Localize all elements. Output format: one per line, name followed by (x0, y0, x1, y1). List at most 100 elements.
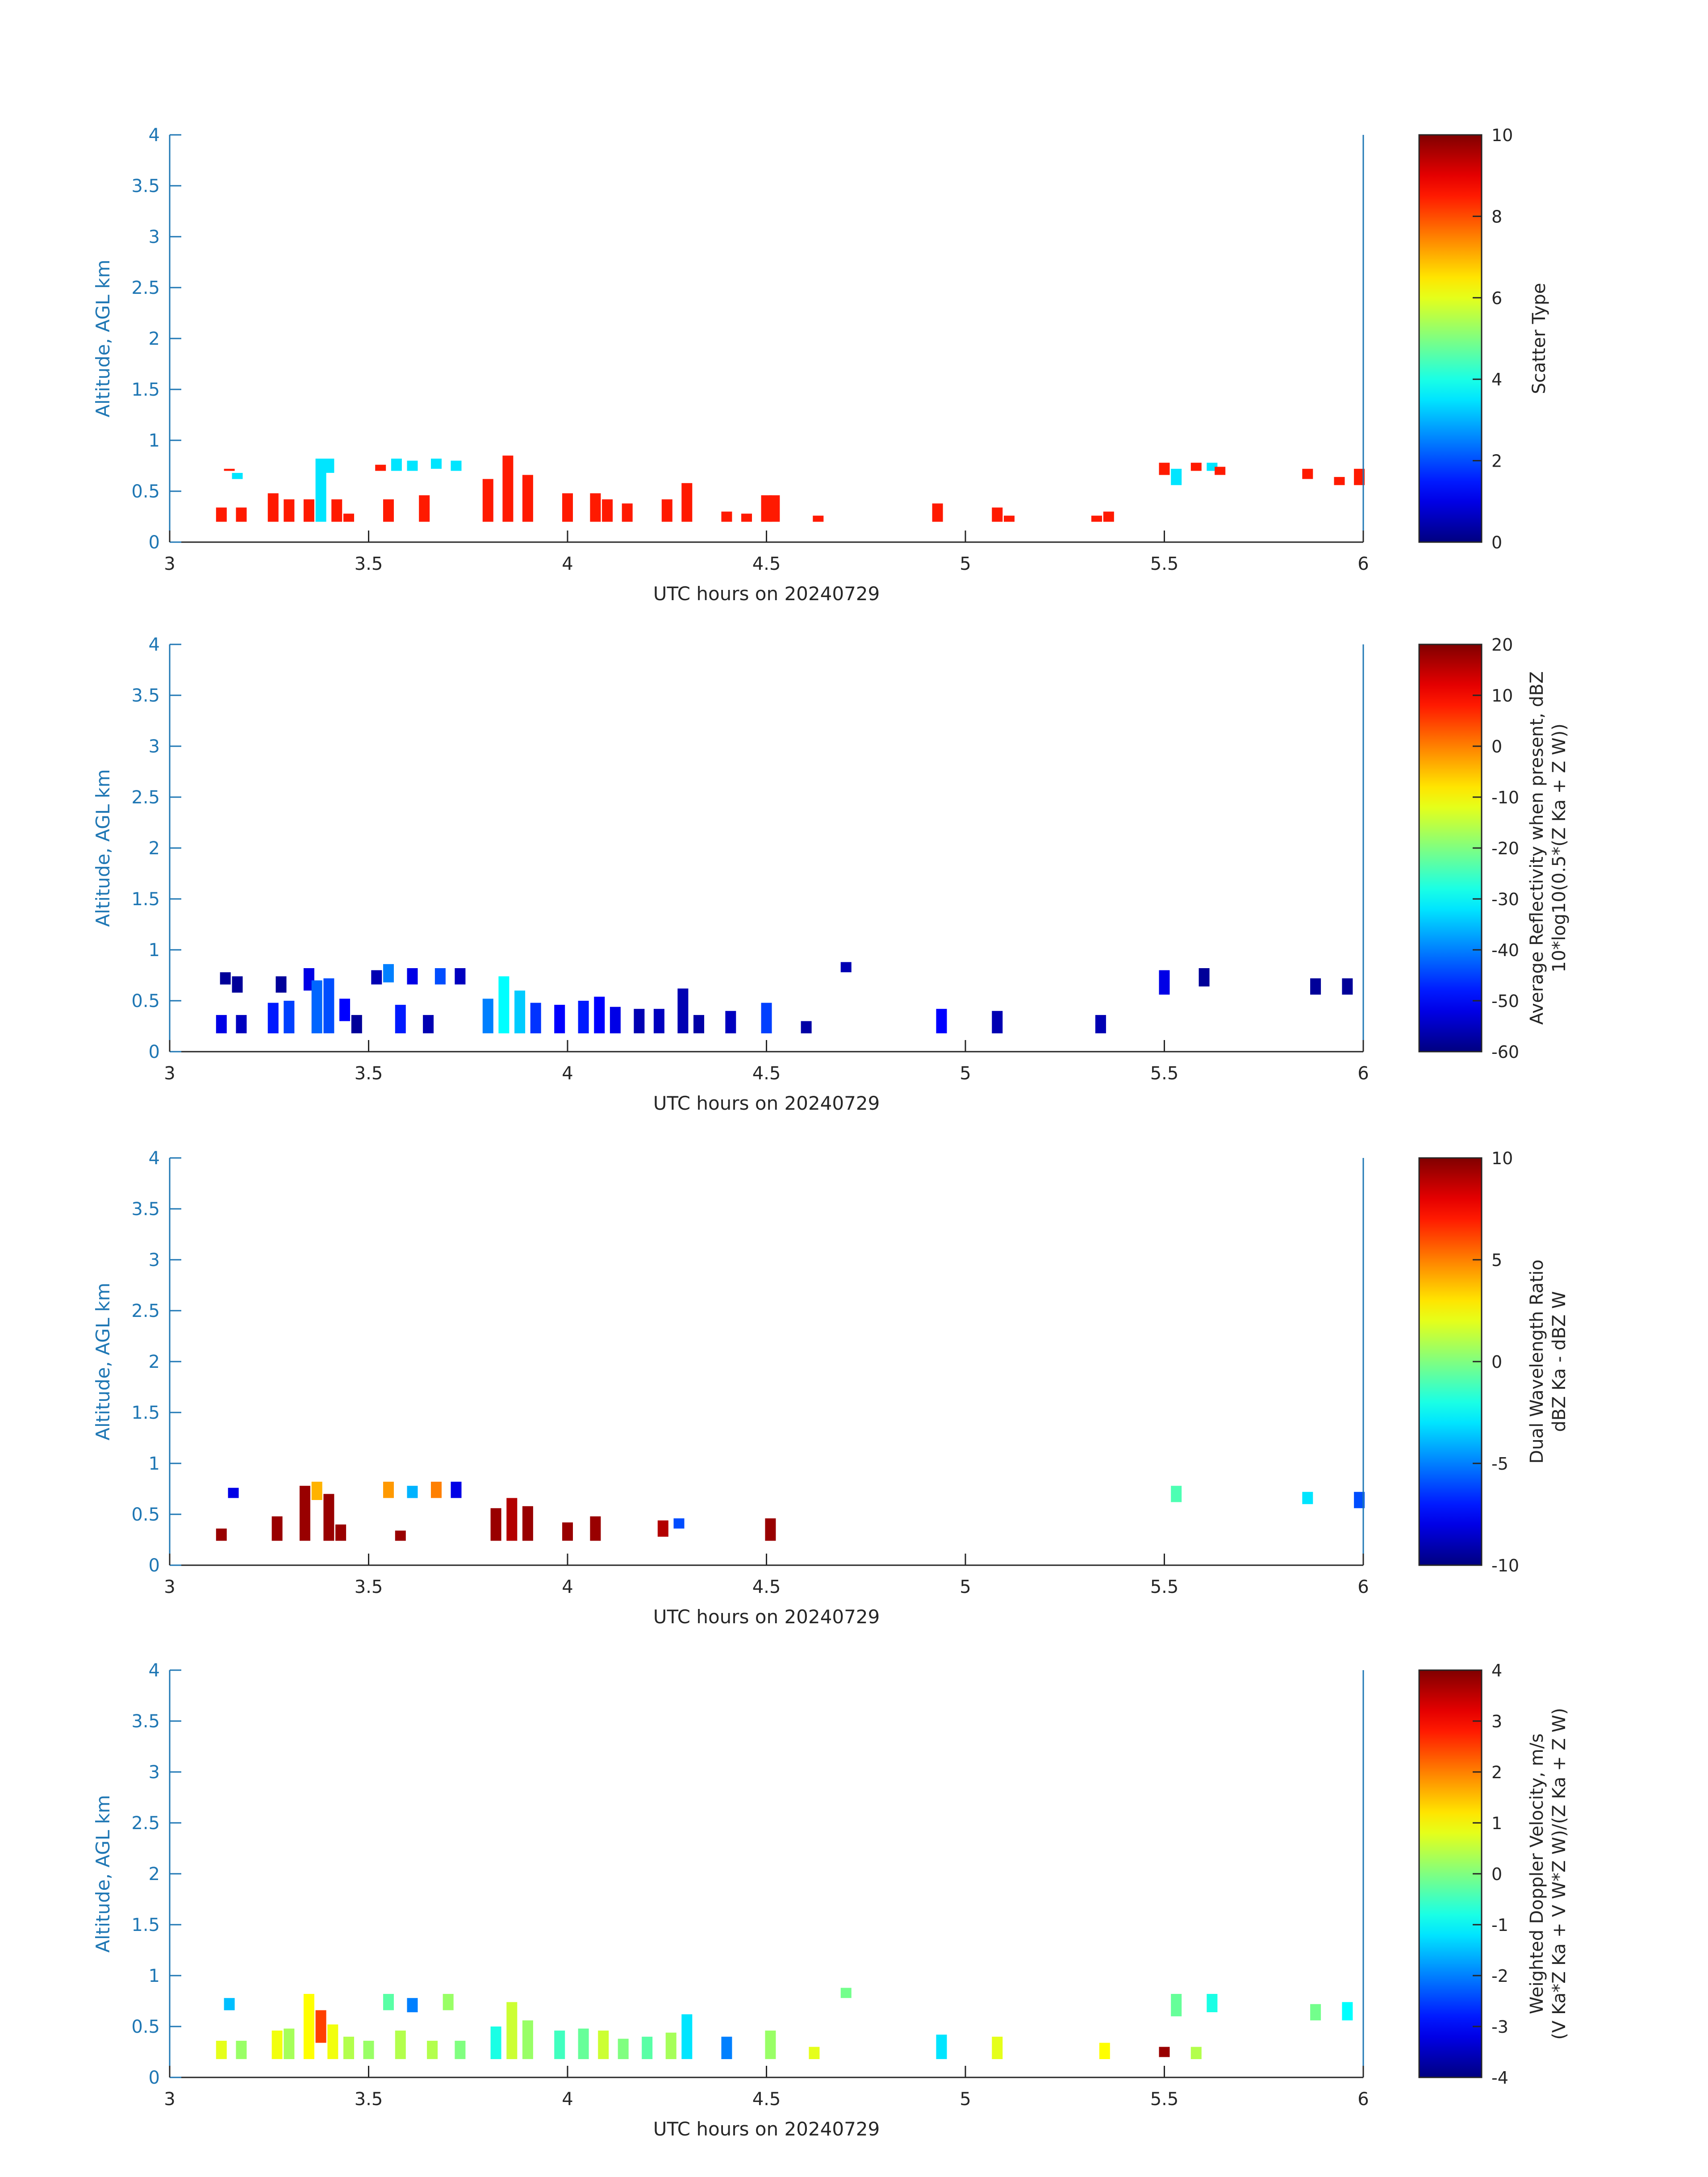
heatmap-cell (578, 2028, 589, 2059)
heatmap-cell (395, 1530, 406, 1541)
heatmap-cell (590, 493, 601, 522)
heatmap-cell (431, 459, 442, 469)
y-tick-label: 3 (149, 736, 160, 757)
heatmap-cell (522, 2020, 533, 2059)
heatmap-cell (506, 1498, 518, 1541)
heatmap-cell (1004, 515, 1015, 522)
y-tick-label: 0.5 (131, 1504, 160, 1525)
x-tick-label: 4.5 (752, 554, 781, 574)
y-tick-label: 2 (149, 329, 160, 349)
heatmap-cell (395, 2031, 406, 2059)
y-tick-label: 0.5 (131, 991, 160, 1011)
heatmap-cell (1310, 978, 1321, 995)
y-tick-label: 4 (149, 1148, 160, 1169)
heatmap-cell (992, 2036, 1003, 2059)
heatmap-cell (590, 1516, 601, 1541)
y-tick-label: 0 (149, 1555, 160, 1576)
colorbar-tick-label: -2 (1491, 1966, 1508, 1986)
y-tick-label: 3.5 (131, 1199, 160, 1220)
heatmap-cell (653, 1009, 664, 1033)
heatmap-cell (1302, 468, 1313, 479)
heatmap-cell (1103, 511, 1114, 522)
colorbar-tick-label: 2 (1491, 1763, 1502, 1782)
y-tick-label: 4 (149, 1660, 160, 1681)
heatmap-cell (339, 999, 350, 1021)
heatmap-cell (351, 1015, 362, 1033)
x-axis-label: UTC hours on 20240729 (653, 1606, 880, 1628)
y-tick-label: 1.5 (131, 1915, 160, 1935)
y-tick-label: 1.5 (131, 380, 160, 400)
colorbar-tick-label: 10 (1491, 686, 1513, 706)
heatmap-cell (1099, 2043, 1110, 2059)
heatmap-cell (303, 1994, 314, 2059)
x-tick-label: 5.5 (1150, 2089, 1179, 2110)
heatmap-cell (642, 2036, 653, 2059)
heatmap-cell (451, 1482, 462, 1498)
y-tick-label: 3 (149, 227, 160, 247)
heatmap-cell (514, 990, 526, 1033)
x-tick-label: 3 (164, 2089, 175, 2110)
y-tick-label: 1 (149, 430, 160, 451)
heatmap-cell (224, 468, 235, 471)
heatmap-cell (443, 1994, 454, 2010)
heatmap-cell (554, 2031, 565, 2059)
x-tick-label: 5 (960, 1063, 971, 1084)
heatmap-cell (375, 464, 386, 471)
heatmap-cell (303, 499, 314, 522)
panel-1: 0 0.5 1 1.5 2 2.5 3 3.5 4 3 3.5 4 4.5 5 5.5 6 UTC hours … (92, 125, 1549, 605)
colorbar-tick-label: -50 (1491, 991, 1519, 1011)
y-tick-label: 2 (149, 1352, 160, 1372)
colorbar-tick-label: -3 (1491, 2017, 1508, 2037)
heatmap-cell (216, 2040, 227, 2059)
heatmap-cell (236, 507, 247, 522)
colorbar-tick-label: -10 (1491, 788, 1519, 807)
heatmap-cell (267, 1003, 279, 1033)
colorbar-label: Weighted Doppler Velocity, m/s (1527, 1734, 1547, 2014)
heatmap-cell (840, 1988, 852, 1998)
heatmap-cell (331, 499, 342, 522)
heatmap-cell (992, 507, 1003, 522)
colorbar-label-2: 10*log10(0.5*(Z Ka + Z W)) (1549, 723, 1570, 973)
heatmap-cell (1171, 1994, 1182, 2017)
heatmap-cell (220, 972, 231, 985)
x-tick-label: 3.5 (355, 554, 383, 574)
heatmap-cell (228, 1488, 239, 1498)
y-axis-label: Altitude, AGL km (92, 1283, 114, 1440)
x-tick-label: 3 (164, 1577, 175, 1597)
heatmap-cell (992, 1011, 1003, 1033)
x-tick-label: 5.5 (1150, 1063, 1179, 1084)
heatmap-cell (423, 1015, 434, 1033)
heatmap-cell (1215, 467, 1226, 475)
heatmap-cell (284, 1001, 295, 1033)
y-tick-label: 4 (149, 635, 160, 655)
heatmap-cell (271, 2031, 283, 2059)
y-tick-label: 3.5 (131, 685, 160, 706)
heatmap-cell (1310, 2004, 1321, 2021)
x-axis-label: UTC hours on 20240729 (653, 583, 880, 605)
colorbar-tick-label: -30 (1491, 890, 1519, 909)
heatmap-cells (216, 1482, 1365, 1541)
panel-4: 0 0.5 1 1.5 2 2.5 3 3.5 4 3 3.5 4 4.5 5 5.5 6 UTC hours … (92, 1660, 1570, 2140)
x-tick-label: 6 (1357, 1063, 1369, 1084)
colorbar-label-2: (V Ka*Z Ka + V W*Z W)/(Z Ka + Z W) (1549, 1708, 1570, 2039)
x-tick-label: 5 (960, 554, 971, 574)
heatmap-cell (1159, 463, 1170, 475)
colorbar-tick-label: 0 (1491, 737, 1502, 756)
heatmap-cell (267, 493, 279, 522)
heatmap-cell (522, 1506, 533, 1541)
heatmap-cell (371, 970, 382, 985)
colorbar: -60 -50 -40 -30 -20 -10 0 10 20 Average Reflectiv… (1418, 635, 1570, 1062)
y-tick-label: 1 (149, 1454, 160, 1474)
y-tick-label: 0.5 (131, 2017, 160, 2037)
heatmap-cell (315, 2010, 326, 2043)
heatmap-cell (232, 473, 243, 479)
x-axis-label: UTC hours on 20240729 (653, 2118, 880, 2140)
x-tick-label: 3.5 (355, 1063, 383, 1084)
colorbar: -10 -5 0 5 10 Dual Wavelength Ratio dBZ Ka - d… (1418, 1149, 1570, 1575)
heatmap-cell (407, 1486, 418, 1498)
y-tick-label: 0 (149, 2068, 160, 2088)
y-tick-label: 2.5 (131, 1813, 160, 1834)
heatmap-cell (936, 1009, 947, 1033)
heatmap-cell (622, 503, 633, 522)
heatmap-cell (1207, 1994, 1218, 2012)
